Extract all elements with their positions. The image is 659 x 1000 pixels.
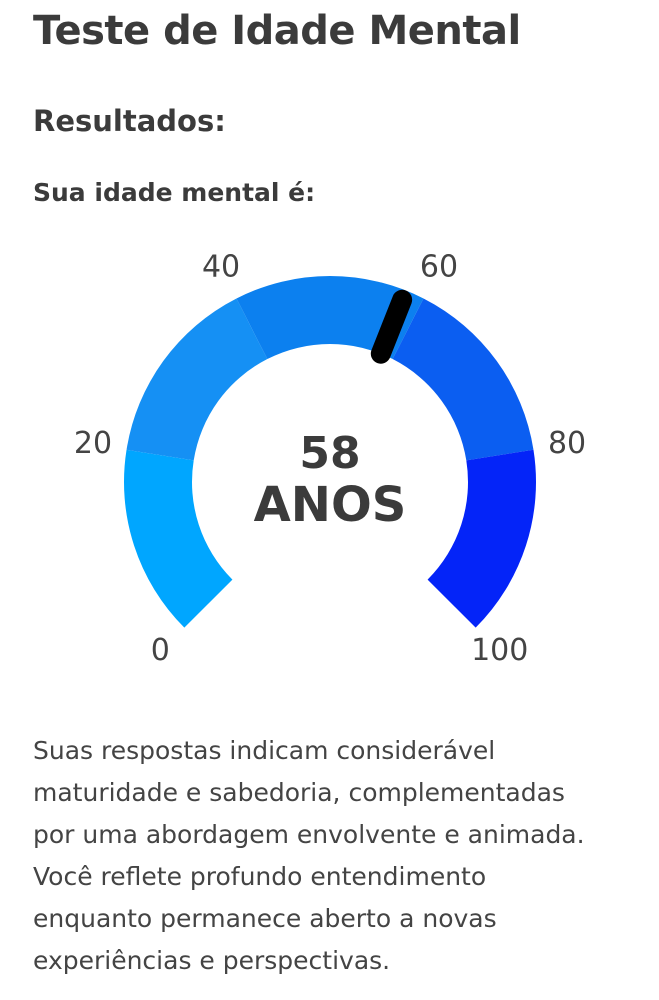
description-line: maturidade e sabedoria, complementadas — [33, 778, 565, 807]
result-label: Sua idade mental é: — [33, 178, 316, 207]
gauge-tick-label: 0 — [151, 633, 170, 668]
gauge-segment — [427, 449, 536, 628]
gauge-tick-label: 20 — [74, 426, 112, 461]
description-line: Você reflete profundo entendimento — [33, 862, 487, 891]
gauge-segment — [126, 298, 268, 461]
description-line: experiências e perspectivas. — [33, 946, 391, 975]
description-line: enquanto permanece aberto a novas — [33, 904, 497, 933]
description: Suas respostas indicam considerável matur… — [33, 730, 585, 982]
page-title: Teste de Idade Mental — [33, 8, 521, 54]
gauge-unit: ANOS — [254, 477, 407, 533]
gauge-value: 58 — [299, 428, 360, 479]
section-title: Resultados: — [33, 104, 226, 138]
description-line: Suas respostas indicam considerável — [33, 736, 496, 765]
gauge-segment — [392, 298, 534, 461]
gauge-tick-label: 60 — [420, 250, 458, 285]
gauge-tick-label: 40 — [202, 250, 240, 285]
gauge-tick-label: 100 — [471, 633, 528, 668]
gauge-segment — [123, 449, 233, 628]
description-line: por uma abordagem envolvente e animada. — [33, 820, 585, 849]
gauge-tick-label: 80 — [548, 426, 586, 461]
gauge-needle — [370, 289, 413, 364]
